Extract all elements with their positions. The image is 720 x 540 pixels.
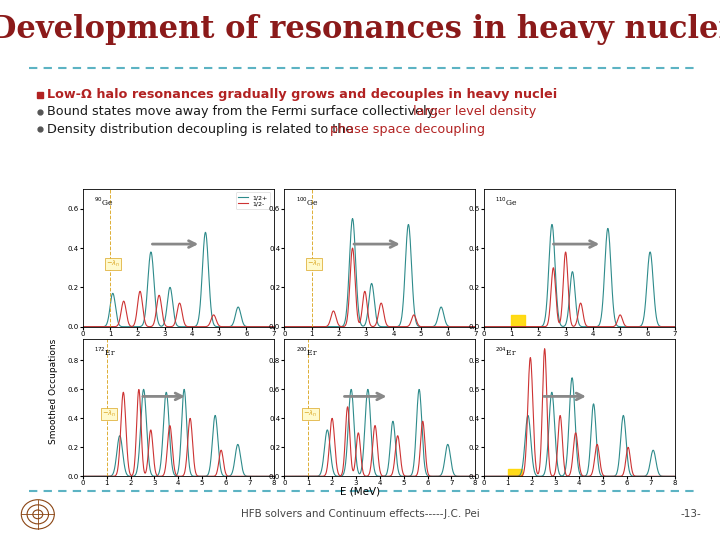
Text: larger level density: larger level density: [413, 105, 536, 118]
Text: $^{110}$Ge: $^{110}$Ge: [495, 196, 518, 208]
Text: Development of resonances in heavy nuclei: Development of resonances in heavy nucle…: [0, 14, 720, 45]
Text: $^{172}$Er: $^{172}$Er: [94, 346, 116, 358]
Text: phase space decoupling: phase space decoupling: [330, 123, 485, 136]
Text: Smoothed Occupations: Smoothed Occupations: [49, 339, 58, 444]
Text: $-\lambda_n$: $-\lambda_n$: [102, 409, 116, 419]
Text: Density distribution decoupling is related to the: Density distribution decoupling is relat…: [47, 123, 357, 136]
Text: HFB solvers and Continuum effects-----J.C. Pei: HFB solvers and Continuum effects-----J.…: [240, 509, 480, 519]
Text: $^{90}$Ge: $^{90}$Ge: [94, 196, 114, 208]
Legend: 1/2+, 1/2-: 1/2+, 1/2-: [236, 192, 271, 209]
Text: -13-: -13-: [681, 509, 701, 519]
Text: $-\lambda_n$: $-\lambda_n$: [106, 259, 120, 269]
Text: E (MeV): E (MeV): [340, 487, 380, 496]
Text: $-\lambda_n$: $-\lambda_n$: [304, 409, 318, 419]
Text: $^{204}$Er: $^{204}$Er: [495, 346, 517, 358]
Text: $^{200}$Er: $^{200}$Er: [296, 346, 318, 358]
Text: Low-Ω halo resonances gradually grows and decouples in heavy nuclei: Low-Ω halo resonances gradually grows an…: [47, 88, 557, 101]
Text: Bound states move away from the Fermi surface collectively;: Bound states move away from the Fermi su…: [47, 105, 442, 118]
Text: $^{100}$Ge: $^{100}$Ge: [296, 196, 318, 208]
Text: $-\lambda_n$: $-\lambda_n$: [307, 259, 321, 269]
